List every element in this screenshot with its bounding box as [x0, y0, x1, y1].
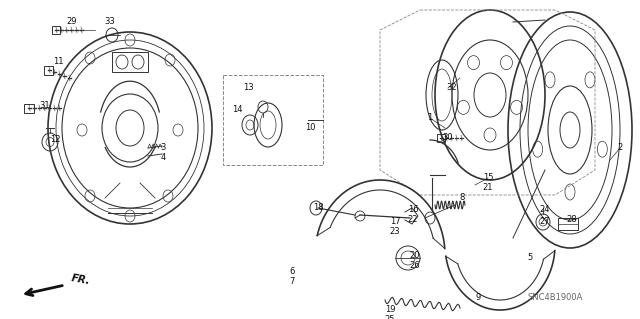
Text: 26: 26: [410, 261, 420, 270]
Text: 6: 6: [289, 268, 294, 277]
Text: 9: 9: [476, 293, 481, 302]
Text: SNC4B1900A: SNC4B1900A: [527, 293, 582, 302]
Text: 19: 19: [385, 306, 396, 315]
Text: 29: 29: [67, 18, 77, 26]
Text: 15: 15: [483, 174, 493, 182]
Text: 16: 16: [408, 205, 419, 214]
Bar: [112, 52, 148, 72]
Text: 27: 27: [540, 218, 550, 226]
Text: 18: 18: [313, 204, 323, 212]
Text: 5: 5: [527, 254, 532, 263]
Text: 32: 32: [447, 84, 458, 93]
Text: 2: 2: [618, 144, 623, 152]
Text: 25: 25: [385, 315, 396, 319]
Text: 13: 13: [243, 84, 253, 93]
Bar: [44, 66, 53, 75]
Bar: [437, 134, 445, 142]
Text: 1: 1: [428, 114, 433, 122]
Bar: [24, 104, 34, 113]
Text: 14: 14: [232, 106, 243, 115]
Text: 3: 3: [160, 144, 166, 152]
Text: 10: 10: [305, 123, 316, 132]
Bar: [558, 218, 578, 230]
Bar: [52, 26, 60, 34]
Text: 4: 4: [161, 153, 166, 162]
Text: 8: 8: [460, 194, 465, 203]
Text: 30: 30: [443, 133, 453, 143]
Text: 22: 22: [408, 216, 419, 225]
Text: 33: 33: [104, 18, 115, 26]
Text: 28: 28: [566, 216, 577, 225]
Text: 23: 23: [390, 227, 400, 236]
Text: 31: 31: [40, 100, 51, 109]
Text: FR.: FR.: [70, 273, 91, 286]
Text: 7: 7: [289, 278, 294, 286]
Text: 17: 17: [390, 218, 400, 226]
Text: 11: 11: [52, 57, 63, 66]
Text: 21: 21: [483, 183, 493, 192]
Text: 20: 20: [410, 250, 420, 259]
Text: 12: 12: [50, 136, 60, 145]
Bar: [223, 75, 323, 165]
Text: 24: 24: [540, 205, 550, 214]
